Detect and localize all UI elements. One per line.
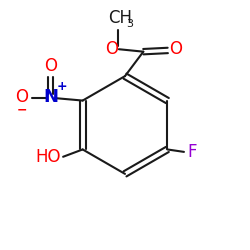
Text: 3: 3: [126, 19, 134, 29]
Text: F: F: [187, 143, 196, 161]
Text: O: O: [169, 40, 182, 58]
Text: O: O: [44, 57, 58, 75]
Text: N: N: [44, 88, 59, 106]
Text: O: O: [15, 88, 28, 106]
Text: HO: HO: [35, 148, 61, 166]
Text: O: O: [105, 40, 118, 58]
Text: −: −: [16, 104, 27, 117]
Text: CH: CH: [108, 9, 132, 27]
Text: +: +: [56, 80, 67, 93]
